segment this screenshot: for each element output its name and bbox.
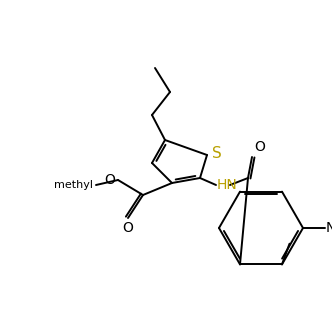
Text: O: O (104, 173, 115, 187)
Text: HN: HN (217, 178, 238, 192)
Text: methyl: methyl (54, 180, 93, 190)
Text: O: O (123, 221, 133, 235)
Text: S: S (212, 145, 222, 160)
Text: N: N (326, 221, 332, 235)
Text: O: O (254, 140, 265, 154)
